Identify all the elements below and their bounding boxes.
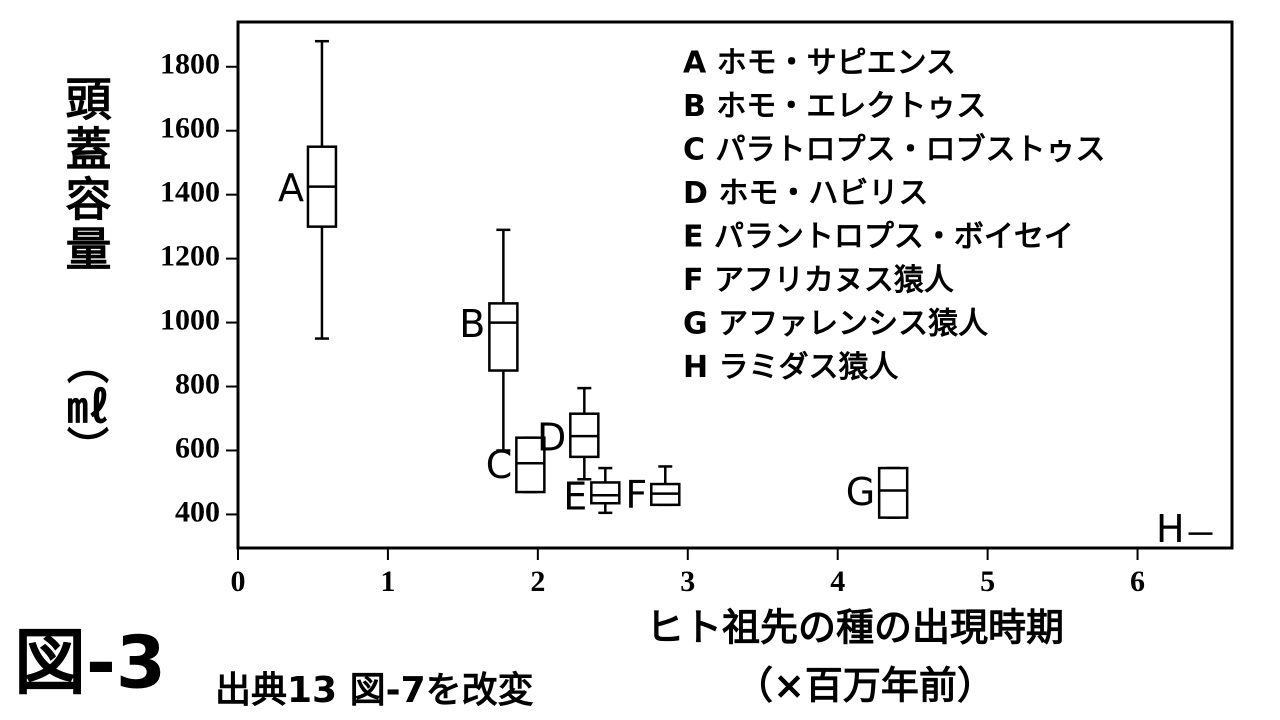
box-label: E (563, 475, 587, 519)
legend-entry: G アファレンシス猿人 (683, 307, 988, 342)
y-tick-label: 1800 (160, 48, 220, 81)
x-tick-label: 6 (1130, 565, 1145, 598)
legend-entry: C パラトロプス・ロブストゥス (683, 133, 1105, 168)
x-tick-label: 4 (830, 565, 845, 598)
x-tick-label: 3 (680, 565, 695, 598)
legend-entry: B ホモ・エレクトゥス (683, 89, 986, 124)
legend-entry: H ラミダス猿人 (683, 350, 899, 385)
box-label: B (459, 302, 485, 346)
y-tick-label: 400 (175, 495, 220, 528)
box-label: G (846, 470, 875, 514)
box-label: A (278, 166, 304, 210)
y-tick-label: 1000 (160, 303, 220, 336)
x-axis-unit: （×百万年前） (735, 664, 995, 708)
x-tick-label: 2 (530, 565, 545, 598)
x-tick-label: 1 (380, 565, 395, 598)
y-axis-unit: （㎖） (61, 342, 110, 468)
box-label: C (486, 443, 513, 487)
box-label: D (537, 416, 566, 460)
y-tick-label: 600 (175, 431, 220, 464)
box (515, 436, 546, 494)
box (488, 302, 519, 372)
legend-entry: D ホモ・ハビリス (683, 176, 928, 211)
source-note: 出典13 図-7を改変 (215, 669, 534, 711)
point-label: H (1156, 507, 1185, 551)
y-tick-label: 1400 (160, 176, 220, 209)
x-tick-label: 0 (231, 565, 246, 598)
legend-entry: F アフリカヌス猿人 (683, 263, 954, 298)
box (877, 466, 909, 519)
box (590, 481, 621, 505)
y-tick-label: 1600 (160, 112, 220, 145)
y-tick-label: 1200 (160, 240, 220, 273)
legend-entry: A ホモ・サピエンス (683, 46, 956, 81)
y-axis-label: 頭蓋容量 (59, 75, 113, 275)
x-axis-label: ヒト祖先の種の出現時期 (646, 606, 1064, 650)
legend-entry: E パラントロプス・ボイセイ (683, 220, 1074, 255)
x-tick-label: 5 (980, 565, 995, 598)
box-label: F (625, 473, 647, 517)
plot-frame (236, 20, 1234, 550)
figure-label: 図-3 (14, 621, 166, 705)
y-tick-label: 800 (175, 367, 220, 400)
